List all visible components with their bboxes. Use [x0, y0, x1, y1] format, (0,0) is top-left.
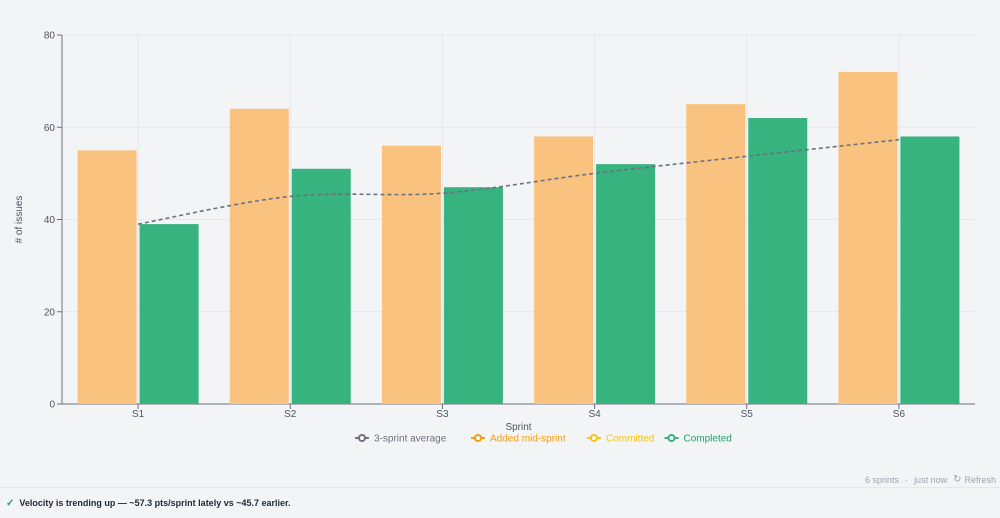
bar-committed: [534, 136, 594, 404]
legend-swatch-marker[interactable]: [358, 434, 366, 442]
average-line: [137, 138, 900, 225]
bar-completed: [596, 164, 656, 404]
bar-completed: [139, 224, 199, 404]
bar-committed: [838, 71, 898, 405]
y-tick-label: 60: [44, 123, 56, 134]
y-tick-label: 0: [49, 400, 55, 411]
updated-time: just now: [914, 474, 948, 485]
x-tick-label: S3: [436, 409, 449, 420]
bar-committed: [381, 145, 441, 404]
legend-label[interactable]: 3-sprint average: [374, 434, 447, 445]
y-tick-label: 80: [44, 31, 56, 42]
velocity-chart: 0 20 40 60 80 S1 S2 S3 S4 S5 S6 Sprint # of issues 3-…: [14, 31, 975, 445]
legend-label[interactable]: Completed: [684, 434, 732, 445]
y-tick-label: 40: [44, 215, 56, 226]
bar-completed: [900, 136, 960, 404]
legend-swatch-marker[interactable]: [667, 434, 676, 442]
bar-committed: [77, 150, 137, 404]
check-icon: ✓: [6, 497, 15, 509]
x-tick-label: S2: [284, 409, 297, 420]
bar-completed: [748, 118, 808, 405]
legend-swatch-marker[interactable]: [590, 434, 598, 442]
x-axis-title: Sprint: [505, 422, 531, 433]
legend-label[interactable]: Committed: [606, 434, 654, 445]
legend-label[interactable]: Added mid-sprint: [490, 434, 566, 445]
chart-footer: 6 sprints · just now ↻ Refresh: [865, 474, 996, 485]
x-tick-label: S5: [741, 409, 754, 420]
refresh-icon: ↻: [953, 474, 962, 485]
bar-completed: [443, 187, 503, 404]
y-tick-label: 20: [44, 307, 56, 318]
bar-committed: [229, 108, 289, 405]
y-axis-title: # of issues: [14, 196, 25, 244]
chart-svg: 0 20 40 60 80 S1 S2 S3 S4 S5 S6 Sprint # of issues 3-…: [14, 31, 975, 445]
bar-completed: [291, 168, 351, 404]
bar-committed: [686, 104, 746, 404]
status-message: Velocity is trending up — ~57.3 pts/spri…: [19, 498, 291, 508]
refresh-label: Refresh: [964, 474, 996, 485]
x-tick-label: S6: [893, 409, 906, 420]
status-bar: ✓ Velocity is trending up — ~57.3 pts/sp…: [0, 487, 1000, 518]
sprint-count: 6 sprints: [865, 474, 900, 485]
footer-separator: ·: [905, 474, 909, 485]
x-tick-label: S1: [132, 409, 145, 420]
x-tick-label: S4: [588, 409, 601, 420]
legend-swatch-marker[interactable]: [474, 434, 482, 442]
refresh-button[interactable]: ↻ Refresh: [953, 474, 996, 485]
